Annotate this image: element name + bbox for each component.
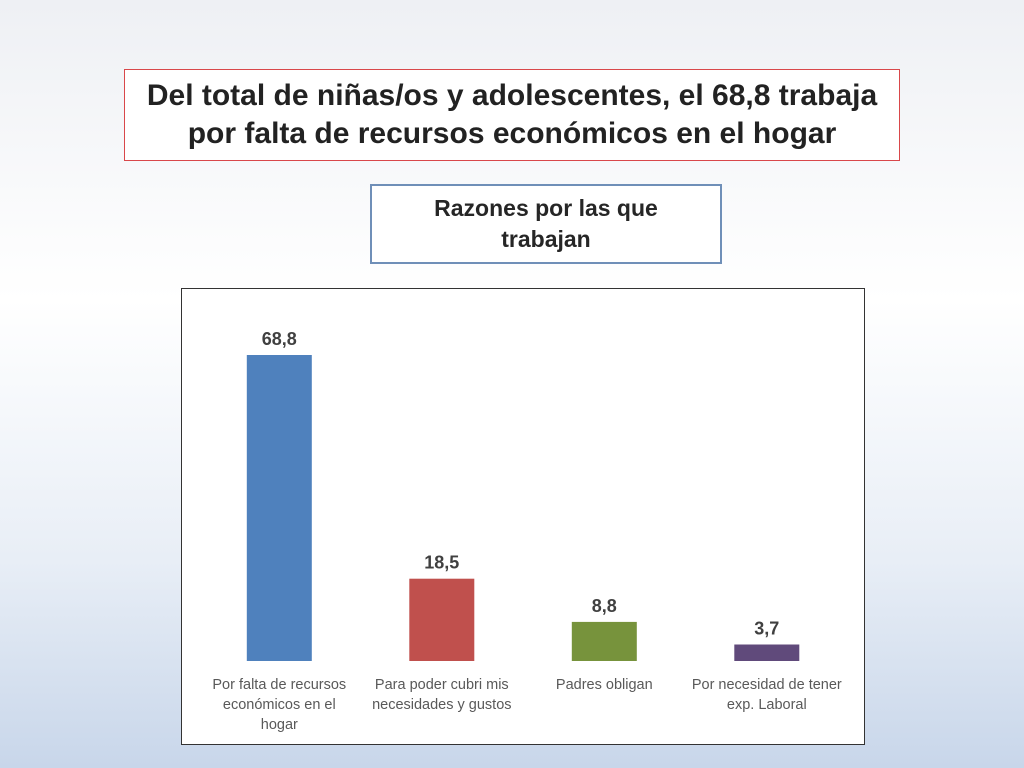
category-label-3: Padres obligan (556, 677, 653, 693)
bar-1 (246, 355, 312, 661)
value-label-4: 3,7 (754, 619, 779, 639)
bar-2 (409, 578, 475, 661)
chart-frame: 68,8 Por falta de recursos económicos en e… (181, 288, 865, 745)
bar-3 (571, 621, 637, 661)
category-label-line: económicos en el (223, 697, 336, 713)
title-box: Del total de niñas/os y adolescentes, el… (124, 69, 900, 161)
bar-4 (734, 644, 800, 661)
category-label-line: hogar (261, 717, 298, 733)
category-label-1: Por falta de recursos económicos en el hog… (212, 677, 346, 733)
value-label-2: 18,5 (424, 553, 459, 573)
category-label-line: Por necesidad de tener (692, 677, 842, 693)
value-label-1: 68,8 (262, 329, 297, 349)
category-label-line: Padres obligan (556, 677, 653, 693)
category-label-line: exp. Laboral (727, 697, 807, 713)
slide-title: Del total de niñas/os y adolescentes, el… (146, 79, 878, 150)
category-label-line: Por falta de recursos (212, 677, 346, 693)
bar-chart: 68,8 Por falta de recursos económicos en e… (212, 329, 842, 733)
chart-subtitle: Razones por las que trabajan (434, 195, 658, 252)
category-label-line: Para poder cubri mis (375, 677, 509, 693)
subtitle-box: Razones por las que trabajan (370, 184, 722, 264)
category-label-2: Para poder cubri mis necesidades y gustos (372, 677, 511, 713)
category-label-4: Por necesidad de tener exp. Laboral (692, 677, 842, 713)
value-label-3: 8,8 (592, 596, 617, 616)
category-label-line: necesidades y gustos (372, 697, 511, 713)
